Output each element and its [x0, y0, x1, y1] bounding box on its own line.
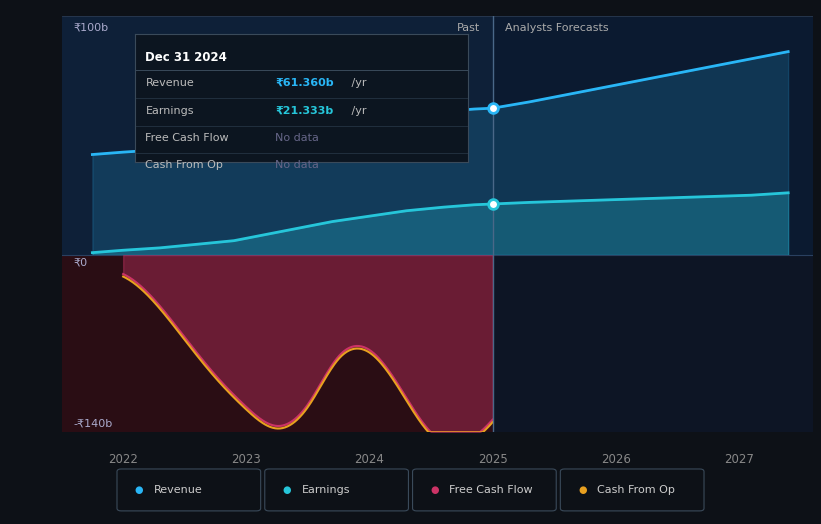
- Text: 2025: 2025: [478, 453, 507, 466]
- Text: Revenue: Revenue: [154, 485, 203, 495]
- Text: /yr: /yr: [348, 106, 367, 116]
- Text: 2024: 2024: [355, 453, 384, 466]
- Text: Free Cash Flow: Free Cash Flow: [450, 485, 533, 495]
- Text: ₹21.333b: ₹21.333b: [275, 106, 333, 116]
- Text: ₹0: ₹0: [74, 258, 88, 268]
- Bar: [62, 16, 493, 255]
- Text: Past: Past: [457, 23, 480, 33]
- Text: No data: No data: [275, 160, 319, 170]
- Text: /yr: /yr: [348, 78, 367, 88]
- Text: Earnings: Earnings: [145, 106, 194, 116]
- Text: Earnings: Earnings: [302, 485, 351, 495]
- Text: ₹100b: ₹100b: [74, 23, 109, 33]
- Text: ₹61.360b: ₹61.360b: [275, 78, 334, 88]
- Text: ●: ●: [578, 485, 587, 495]
- Text: No data: No data: [275, 133, 319, 143]
- Text: Free Cash Flow: Free Cash Flow: [145, 133, 229, 143]
- Text: Dec 31 2024: Dec 31 2024: [145, 51, 227, 64]
- Text: Cash From Op: Cash From Op: [598, 485, 675, 495]
- Text: ●: ●: [282, 485, 291, 495]
- Text: 2022: 2022: [108, 453, 138, 466]
- Text: Cash From Op: Cash From Op: [145, 160, 223, 170]
- Text: 2023: 2023: [232, 453, 261, 466]
- Bar: [493, 255, 813, 432]
- Text: Revenue: Revenue: [145, 78, 195, 88]
- Bar: [62, 255, 493, 432]
- Text: ●: ●: [430, 485, 439, 495]
- Text: -₹140b: -₹140b: [74, 419, 113, 429]
- Bar: [493, 16, 813, 255]
- Text: 2026: 2026: [601, 453, 631, 466]
- Text: ●: ●: [135, 485, 144, 495]
- Text: Analysts Forecasts: Analysts Forecasts: [505, 23, 608, 33]
- Text: 2027: 2027: [724, 453, 754, 466]
